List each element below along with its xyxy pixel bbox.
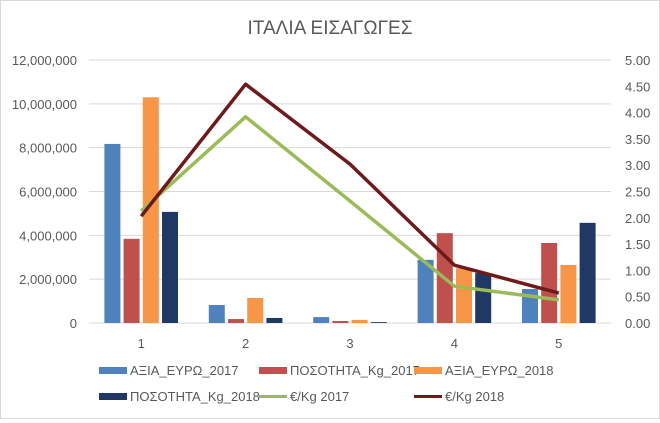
line-€/Kg 2017 — [140, 115, 560, 302]
legend-label: ΠΟΣΟΤΗΤΑ_Kg_2017 — [290, 363, 420, 378]
bar-ΠΟΣΟΤΗΤΑ_Kg_2017 — [123, 238, 140, 323]
y-right-tick-label: 1.00 — [625, 263, 650, 278]
legend-label: ΑΞΙΑ_ΕΥΡΩ_2018 — [445, 363, 554, 378]
y-right-tick-label: 2.50 — [625, 185, 650, 200]
legend-label: €/Kg 2017 — [290, 389, 349, 404]
y-left-tick-label: 8,000,000 — [19, 141, 77, 156]
y-right-tick-label: 0.00 — [625, 316, 650, 331]
bar-ΑΞΙΑ_ΕΥΡΩ_2017 — [417, 259, 434, 323]
y-left-tick-label: 10,000,000 — [12, 97, 77, 112]
bar-ΑΞΙΑ_ΕΥΡΩ_2018 — [247, 298, 264, 323]
x-tick-label: 2 — [242, 336, 249, 351]
bar-ΠΟΣΟΤΗΤΑ_Kg_2017 — [541, 243, 558, 323]
legend-label: ΑΞΙΑ_ΕΥΡΩ_2017 — [130, 363, 239, 378]
legend-label: €/Kg 2018 — [445, 389, 504, 404]
legend-swatch — [414, 367, 442, 374]
line-€/Kg 2018 — [139, 82, 560, 295]
x-tick-label: 3 — [346, 336, 353, 351]
bar-ΠΟΣΟΤΗΤΑ_Kg_2017 — [228, 319, 244, 323]
y-left-tick-label: 2,000,000 — [19, 272, 77, 287]
y-left-tick-label: 0 — [70, 316, 77, 331]
bar-ΑΞΙΑ_ΕΥΡΩ_2018 — [560, 264, 577, 323]
y-left-tick-label: 12,000,000 — [12, 53, 77, 68]
y-right-tick-label: 4.00 — [625, 106, 650, 121]
legend-swatch — [259, 367, 287, 374]
y-right-tick-label: 1.50 — [625, 237, 650, 252]
x-tick-label: 4 — [451, 336, 458, 351]
y-left-tick-label: 6,000,000 — [19, 185, 77, 200]
y-right-tick-label: 4.50 — [625, 79, 650, 94]
bar-ΑΞΙΑ_ΕΥΡΩ_2017 — [208, 305, 225, 323]
bar-ΑΞΙΑ_ΕΥΡΩ_2017 — [104, 143, 121, 323]
bar-ΑΞΙΑ_ΕΥΡΩ_2018 — [142, 97, 159, 323]
legend-label: ΠΟΣΟΤΗΤΑ_Kg_2018 — [130, 389, 260, 404]
legend-swatch — [99, 393, 127, 400]
bar-ΑΞΙΑ_ΕΥΡΩ_2018 — [351, 319, 368, 323]
legend-swatch — [99, 367, 127, 374]
y-right-tick-label: 2.00 — [625, 211, 650, 226]
y-right-tick-label: 3.00 — [625, 158, 650, 173]
bar-ΑΞΙΑ_ΕΥΡΩ_2017 — [313, 317, 330, 323]
bar-ΠΟΣΟΤΗΤΑ_Kg_2018 — [475, 273, 492, 323]
bar-ΑΞΙΑ_ΕΥΡΩ_2018 — [456, 268, 472, 323]
chart-title: ΙΤΑΛΙΑ ΕΙΣΑΓΩΓΕΣ — [248, 18, 413, 39]
bar-ΠΟΣΟΤΗΤΑ_Kg_2017 — [332, 321, 349, 323]
y-right-tick-label: 5.00 — [625, 53, 650, 68]
x-tick-label: 1 — [138, 336, 145, 351]
x-tick-label: 5 — [555, 336, 562, 351]
y-right-tick-label: 0.50 — [625, 290, 650, 305]
bar-ΠΟΣΟΤΗΤΑ_Kg_2018 — [579, 222, 596, 323]
bar-ΠΟΣΟΤΗΤΑ_Kg_2018 — [266, 317, 283, 323]
bar-ΠΟΣΟΤΗΤΑ_Kg_2018 — [370, 322, 387, 323]
bar-ΠΟΣΟΤΗΤΑ_Kg_2018 — [162, 211, 178, 323]
y-right-tick-label: 3.50 — [625, 132, 650, 147]
y-left-tick-label: 4,000,000 — [19, 228, 77, 243]
